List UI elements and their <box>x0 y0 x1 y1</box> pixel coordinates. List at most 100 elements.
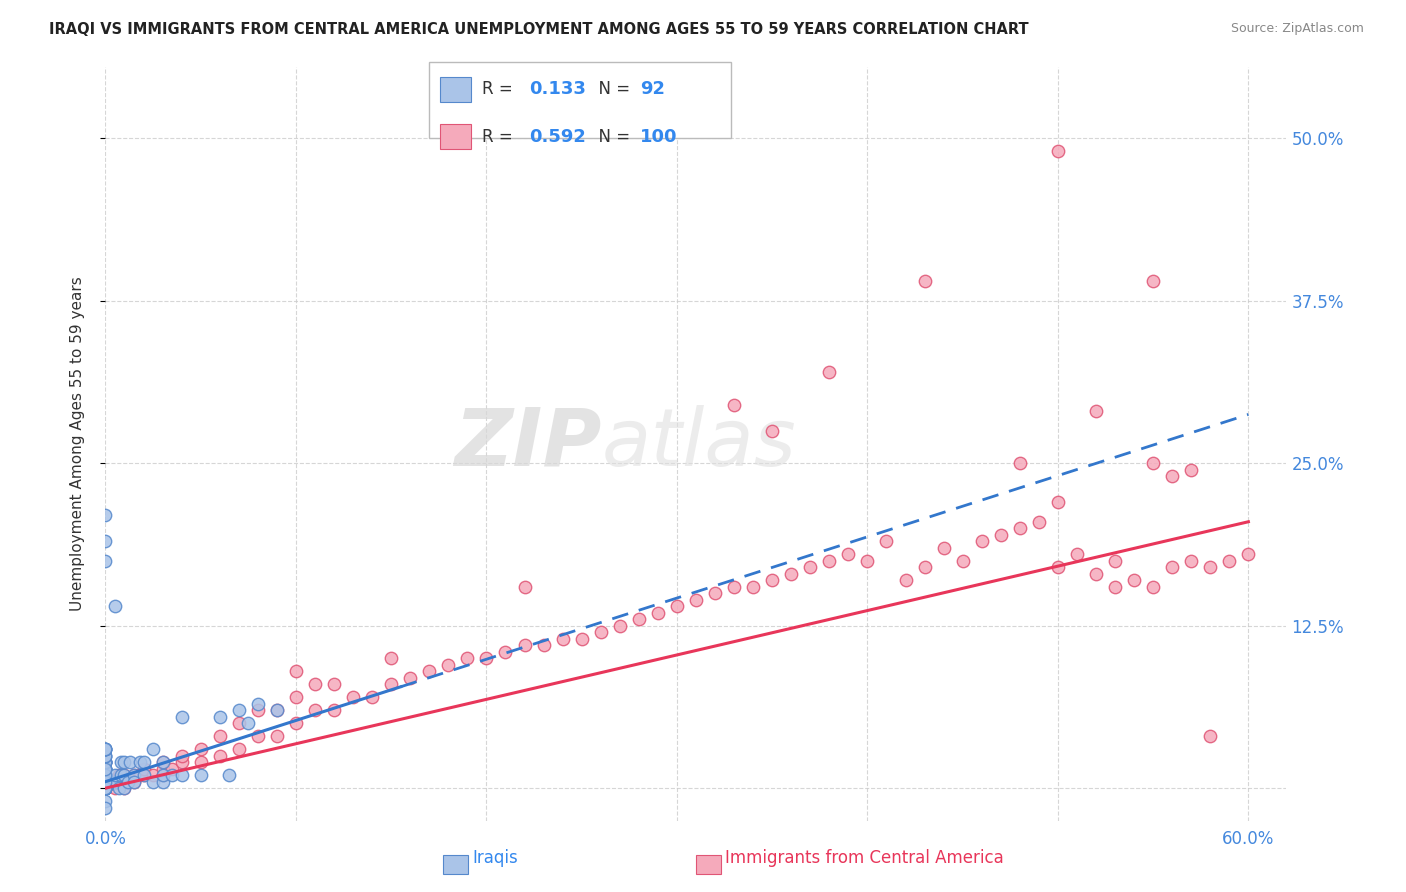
Point <box>152 755 174 769</box>
Point <box>94 755 117 769</box>
Point <box>114 781 136 796</box>
Point <box>94 781 117 796</box>
Point <box>94 781 117 796</box>
Point <box>94 768 117 782</box>
Point <box>94 768 117 782</box>
Point <box>94 774 117 789</box>
Point <box>142 774 165 789</box>
Point <box>170 748 193 763</box>
Point <box>647 606 669 620</box>
Point <box>1046 560 1069 574</box>
Point <box>304 703 326 717</box>
Point <box>1104 554 1126 568</box>
Point <box>94 768 117 782</box>
Point <box>170 755 193 769</box>
Point <box>132 768 155 782</box>
Point <box>894 573 917 587</box>
Point <box>818 554 841 568</box>
Text: ZIP: ZIP <box>454 405 602 483</box>
Point <box>361 690 384 705</box>
Point <box>1028 515 1050 529</box>
Text: IRAQI VS IMMIGRANTS FROM CENTRAL AMERICA UNEMPLOYMENT AMONG AGES 55 TO 59 YEARS : IRAQI VS IMMIGRANTS FROM CENTRAL AMERICA… <box>49 22 1029 37</box>
Point <box>1142 274 1164 288</box>
Point <box>94 762 117 776</box>
Point <box>685 592 707 607</box>
Point <box>1161 469 1184 483</box>
Point <box>94 781 117 796</box>
Point <box>94 768 117 782</box>
Point <box>94 768 117 782</box>
Point <box>94 781 117 796</box>
Point <box>761 424 783 438</box>
Point <box>1104 580 1126 594</box>
Text: N =: N = <box>588 128 636 145</box>
Point <box>284 716 307 731</box>
Point <box>94 781 117 796</box>
Point <box>513 580 536 594</box>
Point <box>665 599 688 614</box>
Point <box>94 768 117 782</box>
Text: N =: N = <box>588 80 636 98</box>
Point <box>799 560 821 574</box>
Point <box>228 742 250 756</box>
Point <box>94 781 117 796</box>
Point <box>94 781 117 796</box>
Point <box>94 781 117 796</box>
Point <box>94 768 117 782</box>
Point <box>94 781 117 796</box>
Point <box>94 781 117 796</box>
Point <box>1008 456 1031 470</box>
Point <box>94 762 117 776</box>
Point <box>94 768 117 782</box>
Point <box>190 742 212 756</box>
Point <box>94 755 117 769</box>
Point <box>571 632 593 646</box>
Point <box>94 774 117 789</box>
Point <box>94 800 117 814</box>
Point <box>114 755 136 769</box>
Point <box>246 729 269 743</box>
Point <box>94 781 117 796</box>
Point <box>914 560 936 574</box>
Point <box>94 781 117 796</box>
Point <box>94 768 117 782</box>
Point <box>418 664 440 678</box>
Point <box>551 632 574 646</box>
Point <box>94 774 117 789</box>
Point <box>94 508 117 523</box>
Point <box>228 703 250 717</box>
Point <box>132 768 155 782</box>
Point <box>380 677 402 691</box>
Point <box>208 729 231 743</box>
Point <box>399 671 422 685</box>
Point <box>94 781 117 796</box>
Point <box>110 768 132 782</box>
Point <box>122 768 145 782</box>
Point <box>122 774 145 789</box>
Text: 92: 92 <box>640 80 665 98</box>
Point <box>94 748 117 763</box>
Point <box>1123 573 1146 587</box>
Point <box>914 274 936 288</box>
Point <box>132 755 155 769</box>
Point <box>94 774 117 789</box>
Point <box>94 781 117 796</box>
Point <box>94 774 117 789</box>
Point <box>837 547 859 561</box>
Point <box>94 774 117 789</box>
Point <box>818 365 841 379</box>
Point <box>437 657 460 672</box>
Point <box>94 774 117 789</box>
Point <box>94 781 117 796</box>
Point <box>104 774 127 789</box>
Point <box>1180 554 1202 568</box>
Point <box>94 748 117 763</box>
Point <box>190 755 212 769</box>
Point <box>94 755 117 769</box>
Point <box>152 768 174 782</box>
Point <box>742 580 765 594</box>
Point <box>122 774 145 789</box>
Point <box>342 690 364 705</box>
Point <box>856 554 879 568</box>
Point <box>1085 566 1108 581</box>
